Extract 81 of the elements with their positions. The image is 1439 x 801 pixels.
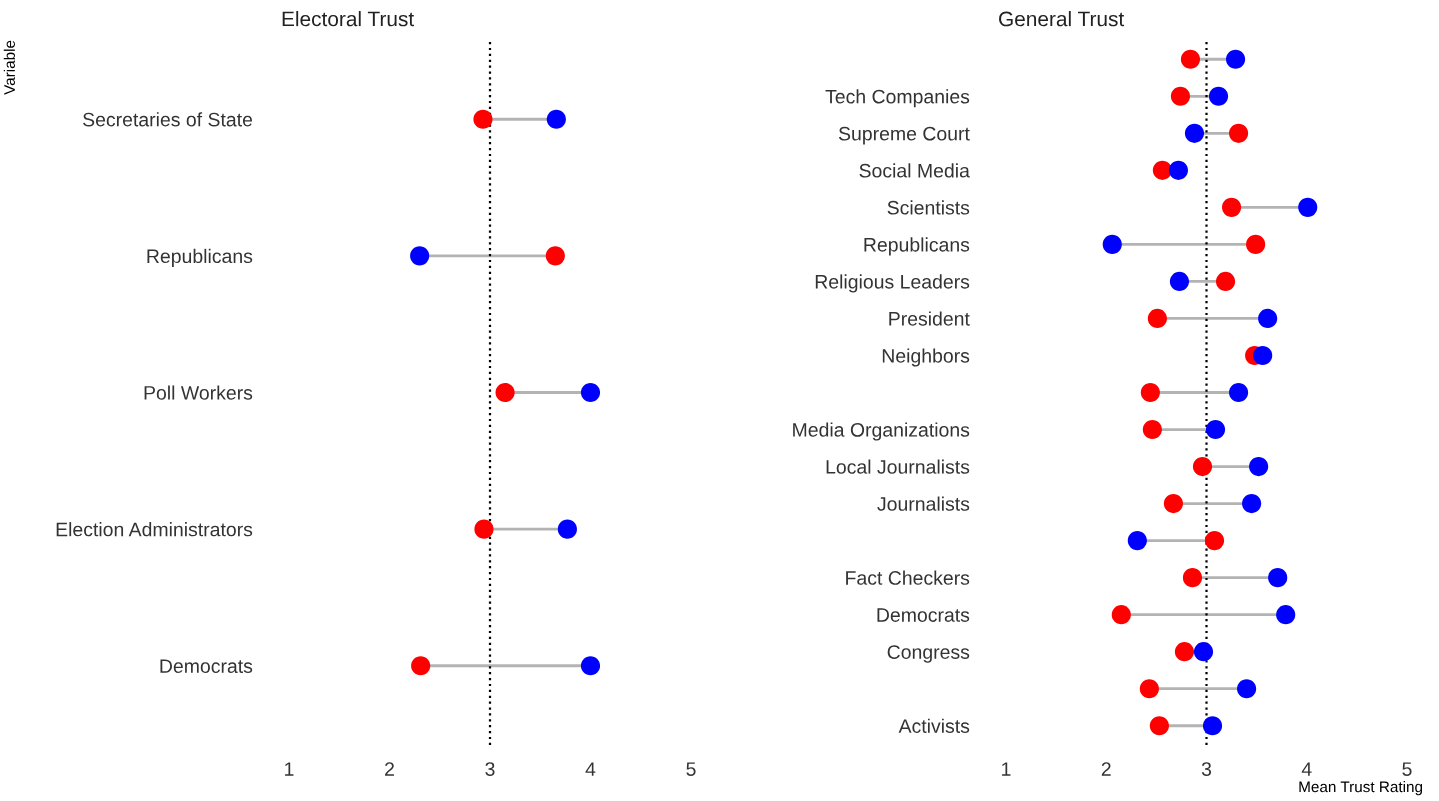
point [1276, 605, 1296, 625]
y-tick-label: Local Journalists [826, 459, 970, 474]
point [1149, 716, 1169, 736]
point [474, 519, 494, 539]
point [1193, 642, 1214, 662]
point [546, 109, 566, 129]
y-tick-label: Fact Checkers [846, 570, 970, 585]
point [410, 246, 430, 266]
x-tick-label: 3 [1201, 762, 1212, 776]
y-tick-label: Poll Workers [144, 385, 253, 400]
x-axis-title: Mean Trust Rating [1299, 781, 1423, 796]
chart-title: General Trust [999, 11, 1125, 27]
point [580, 382, 601, 403]
y-axis-title: Variable [3, 40, 15, 95]
x-tick-label: 2 [385, 762, 394, 776]
point [1205, 419, 1226, 440]
point [580, 656, 601, 676]
x-tick-label: 4 [1301, 762, 1312, 776]
point [1170, 86, 1191, 106]
point [1163, 494, 1183, 514]
point [1229, 382, 1249, 403]
y-tick-label: Congress [887, 645, 970, 663]
point [557, 519, 577, 539]
point [1147, 308, 1167, 329]
point [545, 246, 565, 266]
y-tick-label: Activists [898, 718, 970, 733]
y-tick-label: President [889, 311, 970, 326]
x-tick-label: 1 [285, 762, 294, 776]
x-tick-label: 5 [1402, 762, 1412, 776]
y-tick-label: Tech Companies [825, 89, 970, 108]
point [1180, 49, 1201, 69]
point [495, 382, 515, 403]
y-tick-label: Secretaries of State [83, 112, 253, 127]
point [1184, 123, 1205, 143]
point [1152, 160, 1172, 180]
point [1249, 456, 1269, 477]
point [1246, 234, 1266, 254]
y-tick-label: Social Media [859, 163, 970, 178]
point [1229, 123, 1249, 143]
x-tick-label: 2 [1101, 762, 1111, 776]
point [1242, 494, 1262, 514]
x-tick-label: 4 [585, 762, 596, 776]
y-tick-label: Republicans [147, 248, 253, 267]
point [1221, 197, 1242, 217]
y-tick-label: Neighbors [882, 348, 970, 367]
y-tick-label: Election Administrators [56, 522, 253, 537]
point [1111, 605, 1131, 625]
y-tick-label: Journalists [877, 496, 970, 511]
point [1169, 271, 1189, 291]
point [1174, 642, 1195, 662]
point [1204, 531, 1225, 551]
y-tick-label: Republicans [864, 237, 970, 256]
point [1268, 568, 1288, 588]
point [1208, 86, 1229, 106]
point [1215, 271, 1236, 291]
point [1202, 716, 1223, 736]
chart-title: Electoral Trust [282, 11, 414, 27]
y-tick-label: Supreme Court [838, 126, 970, 145]
x-tick-label: 1 [1002, 762, 1011, 776]
y-tick-label: Democrats [877, 608, 970, 622]
x-tick-label: 5 [686, 762, 696, 776]
point [1168, 160, 1188, 180]
point [1298, 197, 1318, 217]
point [473, 109, 493, 129]
point [1237, 679, 1257, 699]
point [411, 656, 431, 676]
x-tick-label: 3 [485, 762, 495, 776]
y-tick-label: Media Organizations [793, 422, 970, 441]
point [1139, 679, 1159, 699]
point [1127, 531, 1147, 551]
point [1142, 419, 1162, 440]
y-tick-label: Religious Leaders [815, 274, 970, 293]
point [1140, 382, 1160, 403]
point [1253, 345, 1273, 366]
point [1192, 456, 1213, 477]
point [1182, 568, 1203, 588]
y-tick-label: Democrats [160, 659, 253, 673]
point [1102, 234, 1122, 254]
point [1226, 49, 1246, 69]
point [1258, 308, 1278, 329]
y-tick-label: Scientists [887, 200, 970, 215]
